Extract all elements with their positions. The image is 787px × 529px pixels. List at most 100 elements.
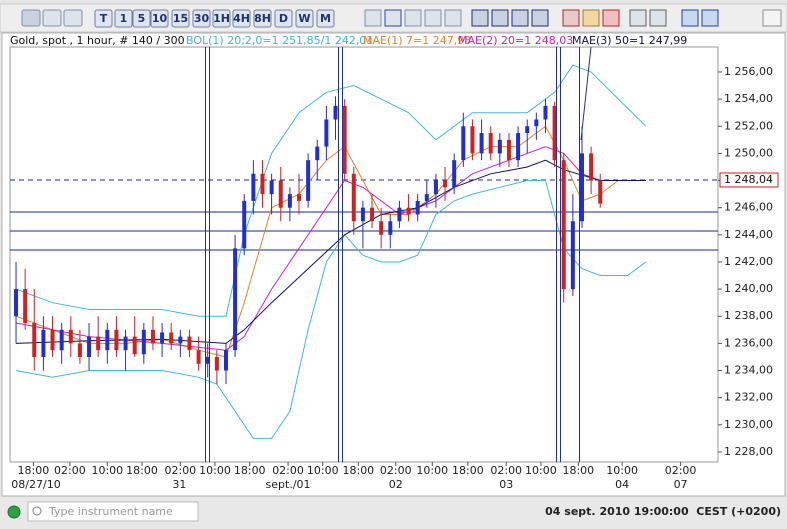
period-button[interactable] — [171, 9, 190, 28]
indicator-line — [15, 180, 647, 439]
period-button[interactable] — [253, 9, 272, 28]
period-label: M — [320, 12, 331, 25]
candle-body — [351, 173, 356, 222]
x-tick-label: 18:00 — [18, 464, 50, 477]
candle-body — [23, 289, 28, 324]
y-tick-label: 1 254,00 — [724, 92, 773, 105]
x-tick-label: 10:00 — [525, 464, 557, 477]
candle-body — [552, 105, 557, 161]
candle-body — [178, 336, 183, 344]
candle-body — [379, 221, 384, 235]
candle-body — [506, 139, 511, 161]
candle-body — [297, 194, 302, 201]
candle-body — [598, 180, 603, 204]
candle-body — [41, 329, 46, 357]
candle-body — [187, 336, 192, 351]
y-tick-label: 1 242,00 — [724, 255, 773, 268]
candle-body — [32, 323, 37, 357]
period-button[interactable] — [114, 9, 133, 28]
x-tick-label: 18:00 — [342, 464, 374, 477]
period-label: 15 — [173, 12, 188, 25]
plot-area — [9, 46, 719, 463]
period-label: 4H — [233, 12, 250, 25]
y-tick-label: 1 236,00 — [724, 336, 773, 349]
candle-body — [169, 332, 174, 344]
period-label: 30 — [194, 12, 210, 25]
candle-body — [443, 180, 448, 188]
candle-body — [516, 133, 521, 161]
candle-body — [87, 336, 92, 357]
x-date-label: 03 — [499, 478, 513, 491]
x-tick-label: 02:00 — [164, 464, 196, 477]
period-label: 1H — [213, 12, 230, 25]
period-label: 5 — [138, 12, 146, 25]
candle-body — [278, 180, 283, 208]
period-button[interactable] — [316, 9, 335, 28]
x-tick-label: 02:00 — [54, 464, 86, 477]
candle-body — [534, 119, 539, 127]
candle-body — [77, 343, 82, 357]
candle-body — [561, 160, 566, 290]
period-button[interactable] — [94, 9, 113, 28]
candle-body — [360, 207, 365, 222]
x-date-label: 04 — [615, 478, 629, 491]
candle-body — [68, 329, 73, 344]
candle-body — [105, 329, 110, 351]
candle-body — [324, 119, 329, 147]
candle-body — [424, 194, 429, 201]
candle-body — [205, 356, 210, 364]
x-tick-label: 18:00 — [234, 464, 266, 477]
x-date-label: 02 — [389, 478, 403, 491]
candle-body — [114, 329, 119, 351]
candle-body — [397, 207, 402, 222]
y-tick-label: 1 230,00 — [724, 418, 773, 431]
candle-body — [50, 329, 55, 351]
period-button[interactable] — [295, 9, 314, 28]
candle-body — [242, 200, 247, 249]
chart-title: Gold, spot , 1 hour, # 140 / 300 — [10, 34, 185, 47]
indicator-line — [15, 64, 647, 317]
period-button[interactable] — [150, 9, 169, 28]
current-price-label: 1 248,04 — [724, 173, 773, 186]
y-tick-label: 1 232,00 — [724, 391, 773, 404]
x-tick-label: 10:00 — [199, 464, 231, 477]
candle-body — [59, 329, 64, 351]
search-icon — [32, 506, 42, 516]
candle-body — [470, 126, 475, 154]
candle-body — [570, 221, 575, 290]
y-tick-label: 1 238,00 — [724, 309, 773, 322]
x-tick-label: 18:00 — [126, 464, 158, 477]
vertical-lines — [205, 46, 592, 462]
candle-body — [251, 173, 256, 201]
y-tick-label: 1 246,00 — [724, 201, 773, 214]
current-price-box — [719, 172, 779, 188]
x-tick-label: 18:00 — [562, 464, 594, 477]
status-datetime: 04 sept. 2010 19:00:00 CEST (+0200) — [545, 505, 781, 518]
candle-body — [315, 146, 320, 161]
connection-indicator — [7, 505, 21, 519]
search-box[interactable] — [27, 501, 199, 522]
period-label: 8H — [254, 12, 271, 25]
x-tick-label: 10:00 — [416, 464, 448, 477]
period-button[interactable] — [132, 9, 151, 28]
period-button[interactable] — [192, 9, 211, 28]
period-button[interactable] — [232, 9, 251, 28]
period-label: 10 — [152, 12, 168, 25]
period-button[interactable] — [212, 9, 231, 28]
x-tick-label: 02:00 — [665, 464, 697, 477]
x-date-label: 31 — [172, 478, 186, 491]
candle-body — [196, 350, 201, 364]
candle-body — [461, 126, 466, 161]
candle-body — [370, 207, 375, 222]
y-tick-label: 1 240,00 — [724, 282, 773, 295]
candle-body — [160, 332, 165, 344]
period-button[interactable] — [274, 9, 293, 28]
x-tick-label: 10:00 — [606, 464, 638, 477]
y-tick-label: 1 252,00 — [724, 119, 773, 132]
candle-body — [260, 173, 265, 195]
x-tick-label: 02:00 — [272, 464, 304, 477]
candle-body — [214, 356, 219, 371]
candle-body — [96, 336, 101, 351]
indicator-line — [15, 146, 646, 351]
